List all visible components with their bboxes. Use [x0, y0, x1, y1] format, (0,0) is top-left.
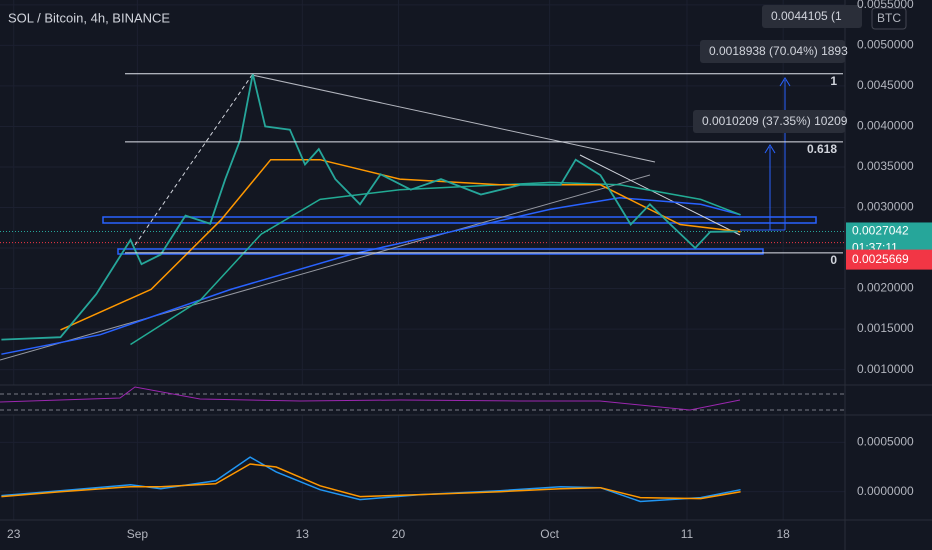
y-tick-label: 0.0010000 [857, 362, 914, 376]
x-tick-label: Sep [127, 527, 149, 541]
chart-title: SOL / Bitcoin, 4h, BINANCE [8, 10, 170, 25]
trend-line [134, 74, 253, 246]
fib-label: 0.618 [807, 142, 837, 156]
y-tick-label: 0.0005000 [857, 435, 914, 449]
trend-line [579, 154, 741, 236]
price-line [1, 73, 738, 341]
zone [102, 216, 817, 224]
fib-label: 0 [830, 253, 837, 267]
measure-arrow [779, 77, 791, 87]
trend-line [0, 174, 651, 361]
price-tag [846, 249, 932, 270]
currency-badge[interactable] [871, 7, 907, 30]
moving-average [60, 158, 741, 331]
x-tick-label: 18 [776, 527, 790, 541]
rsi-line [0, 386, 741, 411]
y-tick-label: 0.0015000 [857, 321, 914, 335]
x-tick-label: 13 [296, 527, 310, 541]
y-tick-label: 0.0050000 [857, 38, 914, 52]
y-tick-label: 0.0000000 [857, 484, 914, 498]
price-line [1, 463, 741, 500]
x-tick-label: Oct [540, 527, 559, 541]
currency-label: BTC [877, 11, 901, 25]
y-tick-label: 0.0045000 [857, 78, 914, 92]
y-tick-label: 0.0035000 [857, 159, 914, 173]
measure-label: 0.0010209 (37.35%) 10209 [702, 114, 848, 128]
measure-label: 0.0018938 (70.04%) 1893 [709, 44, 848, 58]
y-tick-label: 0.0055000 [857, 0, 914, 11]
measure-box [700, 40, 845, 63]
x-tick-label: 11 [681, 527, 694, 541]
price-tag-label: 0.0027042 [852, 224, 909, 238]
zone [117, 248, 764, 255]
measure-box [693, 110, 845, 133]
moving-average [130, 181, 741, 346]
x-tick-label: 20 [392, 527, 406, 541]
measure-arrow [764, 144, 776, 154]
price-tag-label: 0.0025669 [852, 252, 909, 266]
y-tick-label: 0.0040000 [857, 119, 914, 133]
x-tick-label: 23 [7, 527, 21, 541]
trend-line [251, 74, 656, 163]
measure-label: 0.0044105 (1 [771, 9, 842, 23]
fib-label: 1 [830, 74, 837, 88]
measure-box [762, 5, 862, 28]
moving-average [1, 197, 741, 355]
y-tick-label: 0.0020000 [857, 281, 914, 295]
y-tick-label: 0.0030000 [857, 200, 914, 214]
